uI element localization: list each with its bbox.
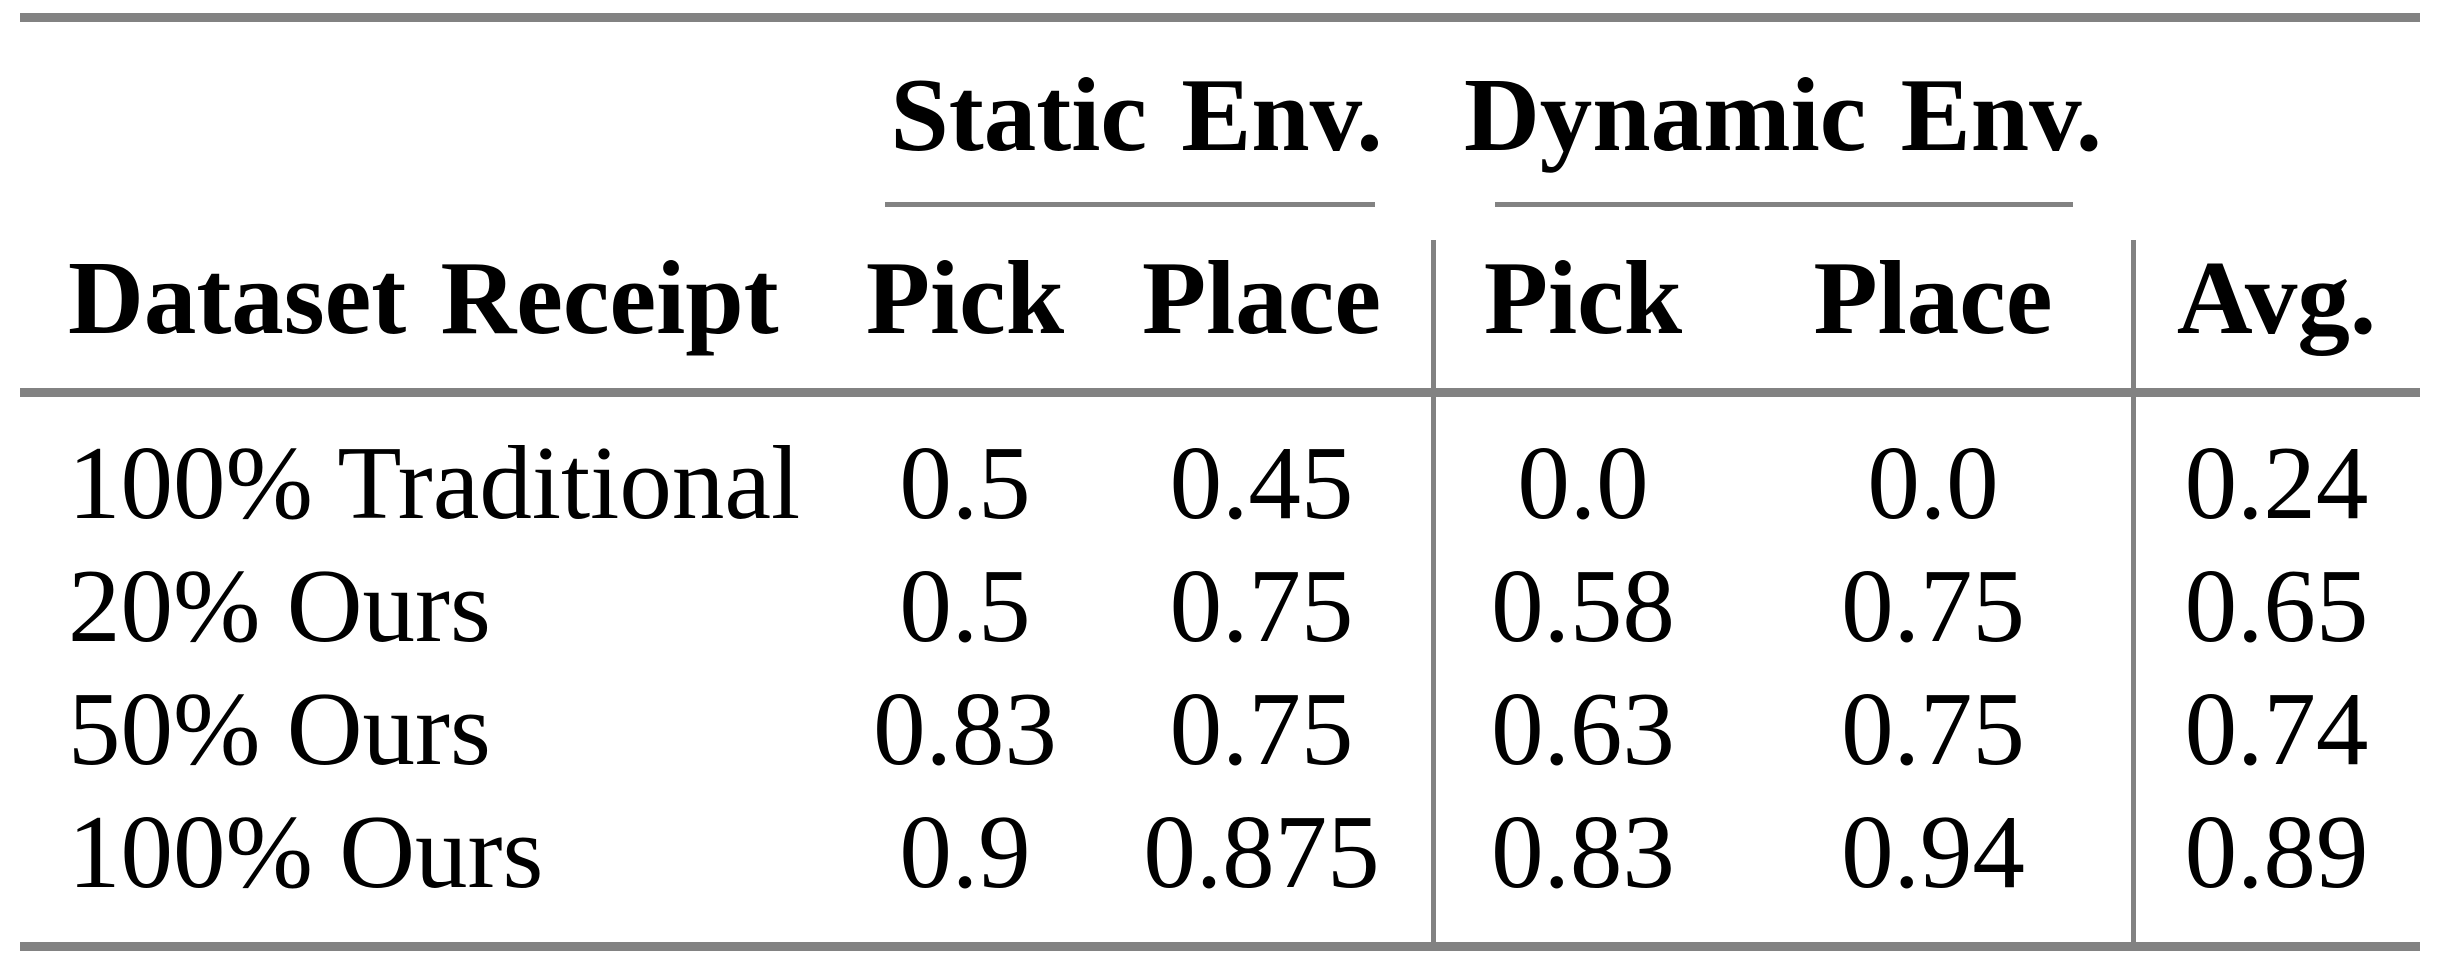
row-label: 50% Ours: [68, 670, 491, 787]
cell-static-place: 0.75: [1169, 670, 1354, 787]
cell-static-pick: 0.5: [899, 547, 1031, 664]
cell-static-place: 0.75: [1169, 547, 1354, 664]
table-row: 20% Ours 0.5 0.75 0.58 0.75 0.65: [20, 544, 2420, 667]
cell-dynamic-pick: 0.58: [1491, 547, 1675, 664]
table-row: 100% Traditional 0.5 0.45 0.0 0.0 0.24: [20, 421, 2420, 544]
table-header-rule: [20, 388, 2420, 397]
results-table: Static Env. Dynamic Env. Dataset Receipt…: [20, 0, 2420, 966]
row-label: 100% Traditional: [68, 424, 801, 541]
column-header-dataset-receipt: Dataset Receipt: [68, 239, 779, 356]
cell-dynamic-place: 0.0: [1867, 424, 1999, 541]
static-env-group-label: Static Env.: [890, 56, 1383, 173]
table-body: 100% Traditional 0.5 0.45 0.0 0.0 0.24 2…: [20, 397, 2420, 942]
column-header-row: Dataset Receipt Pick Place Pick Place Av…: [20, 207, 2420, 388]
cell-dynamic-place: 0.75: [1841, 547, 2025, 664]
group-header-spacer: [2133, 22, 2420, 207]
vertical-separator-dynamic-avg: [2131, 240, 2136, 942]
cell-static-place: 0.45: [1169, 424, 1354, 541]
cell-dynamic-pick: 0.0: [1517, 424, 1649, 541]
static-group-underline: [885, 202, 1375, 207]
cell-dynamic-place: 0.94: [1841, 793, 2025, 910]
dynamic-env-group-label: Dynamic Env.: [1463, 56, 2103, 173]
group-header-row: Static Env. Dynamic Env.: [20, 22, 2420, 207]
dynamic-group-underline: [1495, 202, 2073, 207]
cell-static-place: 0.875: [1143, 793, 1380, 910]
row-label: 100% Ours: [68, 793, 544, 910]
cell-static-pick: 0.83: [873, 670, 1057, 787]
column-header-dynamic-place: Place: [1813, 239, 2053, 356]
cell-static-pick: 0.5: [899, 424, 1031, 541]
cell-avg: 0.24: [2184, 424, 2369, 541]
column-header-static-place: Place: [1141, 239, 1382, 356]
group-header-static: Static Env.: [840, 22, 1433, 207]
cell-static-pick: 0.9: [899, 793, 1031, 910]
cell-avg: 0.65: [2184, 547, 2369, 664]
row-label: 20% Ours: [68, 547, 491, 664]
column-header-dynamic-pick: Pick: [1483, 239, 1683, 356]
cell-dynamic-place: 0.75: [1841, 670, 2025, 787]
table-row: 100% Ours 0.9 0.875 0.83 0.94 0.89: [20, 790, 2420, 913]
vertical-separator-static-dynamic: [1431, 240, 1436, 942]
group-header-dynamic: Dynamic Env.: [1433, 22, 2133, 207]
table-bottom-rule: [20, 942, 2420, 951]
column-header-avg: Avg.: [2176, 239, 2377, 356]
table-row: 50% Ours 0.83 0.75 0.63 0.75 0.74: [20, 667, 2420, 790]
cell-avg: 0.74: [2184, 670, 2369, 787]
table-top-rule: [20, 13, 2420, 22]
cell-dynamic-pick: 0.83: [1491, 793, 1675, 910]
cell-dynamic-pick: 0.63: [1491, 670, 1675, 787]
group-header-spacer: [20, 22, 840, 207]
cell-avg: 0.89: [2184, 793, 2369, 910]
column-header-static-pick: Pick: [865, 239, 1065, 356]
